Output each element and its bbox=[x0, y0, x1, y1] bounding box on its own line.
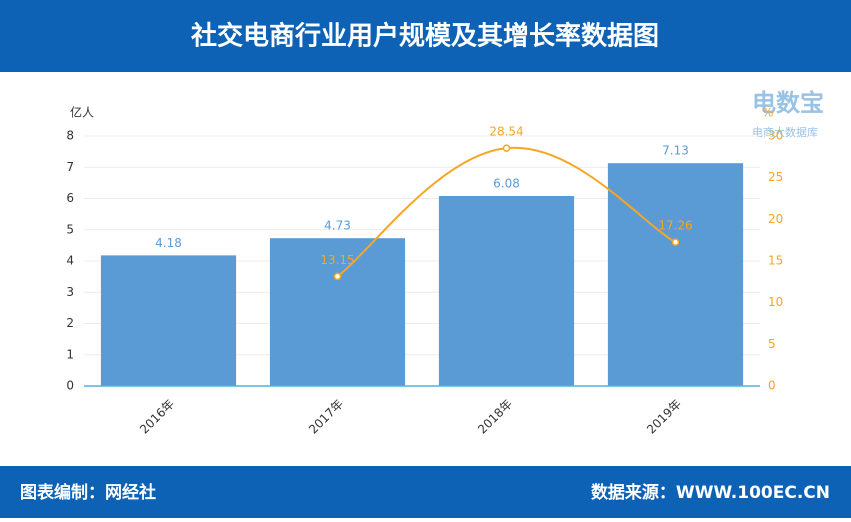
bar bbox=[100, 255, 237, 386]
line-point bbox=[671, 238, 680, 246]
x-tick-label: 2016年 bbox=[137, 397, 177, 437]
line-point bbox=[333, 272, 342, 281]
x-tick-label: 2017年 bbox=[306, 397, 346, 437]
bar-value-label: 7.13 bbox=[662, 144, 689, 158]
y-tick-label: 5 bbox=[66, 222, 74, 236]
y-tick-label: 3 bbox=[66, 285, 74, 299]
bar bbox=[607, 163, 744, 386]
y-tick-label: 0 bbox=[66, 379, 74, 393]
line-point bbox=[502, 144, 511, 152]
y2-axis-label: % bbox=[762, 106, 773, 120]
y-tick-label: 7 bbox=[66, 160, 74, 174]
footer-left: 图表编制：网经社 bbox=[20, 482, 156, 503]
watermark-name: 电数宝 bbox=[752, 89, 824, 117]
y2-tick-label: 30 bbox=[768, 129, 783, 143]
y-tick-label: 8 bbox=[66, 129, 74, 143]
line-value-label: 17.26 bbox=[658, 219, 692, 233]
y2-tick-label: 5 bbox=[768, 337, 776, 351]
bar-value-label: 4.73 bbox=[324, 219, 351, 233]
y2-tick-label: 20 bbox=[768, 212, 783, 226]
bar bbox=[269, 238, 406, 386]
header-bar bbox=[0, 0, 851, 72]
x-tick-label: 2018年 bbox=[475, 397, 515, 437]
x-tick-label: 2019年 bbox=[644, 397, 684, 437]
y2-tick-label: 0 bbox=[768, 379, 776, 393]
bar bbox=[438, 196, 575, 386]
y-tick-label: 1 bbox=[66, 347, 74, 361]
y2-tick-label: 15 bbox=[768, 254, 783, 268]
y-tick-label: 4 bbox=[66, 254, 74, 268]
y-tick-label: 2 bbox=[66, 316, 74, 330]
y-axis-label: 亿人 bbox=[70, 105, 94, 120]
watermark-subtitle: 电商大数据库 bbox=[752, 125, 818, 139]
line-value-label: 13.15 bbox=[320, 253, 354, 267]
bar-value-label: 4.18 bbox=[155, 236, 182, 250]
bar-value-label: 6.08 bbox=[493, 177, 520, 191]
y2-tick-label: 25 bbox=[768, 170, 783, 184]
y-tick-label: 6 bbox=[66, 191, 74, 205]
footer-right: 数据来源：WWW.100EC.CN bbox=[591, 482, 830, 503]
footer-bar bbox=[0, 466, 851, 518]
y2-tick-label: 10 bbox=[768, 295, 783, 309]
chart-title: 社交电商行业用户规模及其增长率数据图 bbox=[191, 21, 659, 52]
line-value-label: 28.54 bbox=[489, 125, 523, 139]
